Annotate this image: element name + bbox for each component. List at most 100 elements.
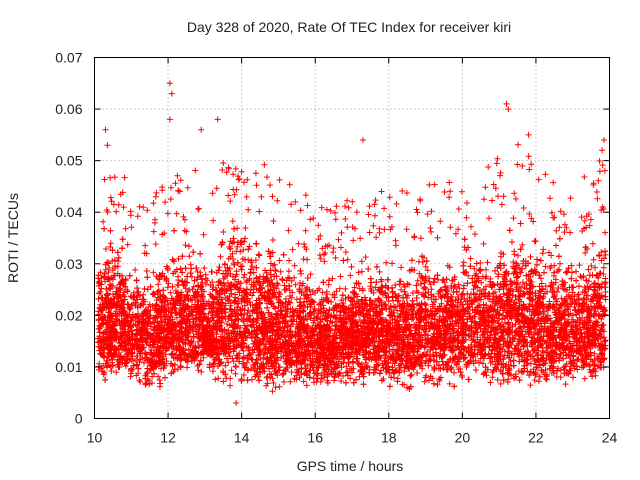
data-point: [97, 269, 104, 276]
data-point: [240, 247, 247, 253]
data-point: [288, 369, 295, 376]
data-point: [115, 258, 121, 265]
data-point: [602, 229, 609, 236]
data-point: [220, 281, 227, 287]
data-point: [507, 358, 514, 365]
data-point: [222, 362, 229, 369]
data-points: [95, 80, 609, 406]
data-point: [552, 276, 559, 283]
data-point: [107, 244, 114, 250]
data-point: [249, 263, 256, 270]
data-point: [124, 288, 131, 295]
data-point: [358, 268, 365, 275]
data-point: [286, 257, 293, 264]
data-point: [371, 342, 378, 349]
data-point: [422, 263, 429, 270]
data-point: [557, 367, 564, 374]
data-point: [542, 263, 549, 270]
data-point: [494, 264, 501, 271]
data-point: [362, 254, 369, 261]
data-point: [257, 355, 264, 362]
data-point: [241, 238, 248, 245]
data-point: [467, 255, 474, 262]
data-point: [544, 288, 551, 295]
data-point: [477, 259, 484, 266]
data-point: [528, 267, 535, 274]
data-point: [109, 258, 116, 264]
data-point: [126, 306, 133, 313]
data-point: [552, 311, 559, 318]
data-point: [182, 242, 189, 249]
data-point: [276, 257, 283, 264]
data-point: [558, 295, 565, 302]
data-point: [111, 257, 118, 263]
data-point: [307, 291, 314, 298]
data-point: [209, 279, 216, 285]
data-point: [521, 365, 528, 372]
data-point: [303, 382, 310, 389]
data-point: [364, 363, 371, 369]
data-point: [255, 251, 262, 258]
data-point: [489, 293, 496, 300]
data-point: [175, 255, 182, 262]
data-point: [220, 378, 227, 385]
data-point: [106, 265, 113, 271]
data-point: [592, 264, 599, 271]
data-point: [512, 321, 519, 328]
data-point: [389, 260, 396, 267]
data-point: [566, 355, 573, 362]
data-point: [167, 289, 174, 296]
data-point: [237, 263, 244, 270]
chart-title: Day 328 of 2020, Rate Of TEC Index for r…: [187, 19, 511, 35]
data-point: [337, 273, 344, 280]
data-point: [484, 259, 491, 266]
data-point: [215, 375, 222, 382]
data-point: [124, 241, 131, 248]
data-point: [422, 343, 429, 350]
data-point: [99, 368, 106, 375]
data-point: [590, 256, 597, 263]
data-point: [472, 231, 478, 238]
data-point: [424, 267, 431, 274]
data-point: [169, 350, 176, 357]
data-point: [225, 359, 232, 366]
data-point: [527, 382, 534, 389]
data-point: [341, 355, 348, 362]
data-point: [358, 258, 365, 265]
data-point: [249, 376, 255, 383]
data-point: [186, 243, 192, 250]
data-point: [96, 290, 103, 297]
data-point: [446, 380, 453, 387]
data-point: [524, 368, 531, 375]
data-point: [285, 268, 292, 275]
data-point: [316, 285, 323, 292]
data-point: [435, 276, 441, 283]
data-point: [516, 324, 523, 331]
data-point: [137, 378, 144, 385]
data-point: [471, 265, 478, 272]
data-point: [540, 246, 547, 253]
data-point: [287, 378, 294, 385]
data-point: [108, 368, 115, 374]
data-point: [380, 376, 387, 382]
data-point: [280, 379, 287, 385]
data-point: [535, 378, 542, 385]
data-point: [173, 331, 180, 338]
data-point: [505, 270, 512, 277]
data-point: [268, 276, 275, 283]
data-point: [568, 316, 575, 323]
data-point: [132, 266, 139, 273]
data-point: [515, 252, 521, 259]
data-point: [228, 367, 235, 374]
data-point: [428, 286, 435, 293]
data-point: [473, 260, 480, 267]
data-point: [208, 268, 215, 275]
data-point: [141, 359, 147, 366]
data-point: [229, 250, 236, 257]
data-point: [333, 288, 340, 295]
data-point: [480, 331, 487, 338]
data-point: [235, 300, 242, 307]
data-point: [448, 285, 455, 292]
data-point: [269, 249, 276, 256]
data-point: [512, 371, 519, 378]
